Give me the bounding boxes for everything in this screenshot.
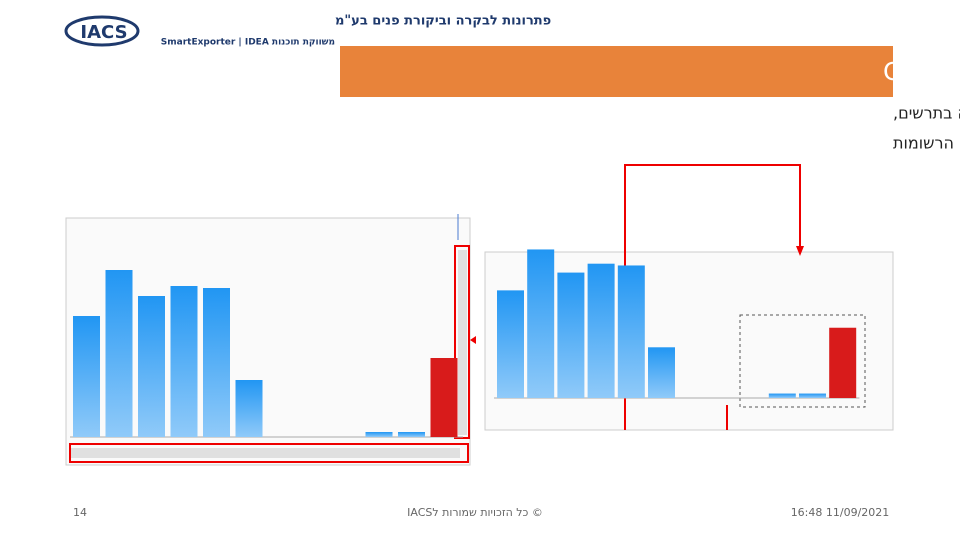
zoom-box: [739, 314, 866, 408]
company: פתרונות לבקרה וביקורת פנים בע"מ: [335, 14, 551, 29]
logo: IACS: [80, 22, 127, 43]
copyright: © כל הזכויות שמורות לIACS: [407, 506, 543, 519]
bar: [73, 316, 100, 437]
bar: [203, 288, 230, 437]
bar: [365, 432, 393, 437]
scrollbar: [70, 448, 460, 458]
bar: [138, 296, 165, 437]
bar: [829, 327, 857, 398]
bar: [398, 432, 425, 437]
bar: [105, 270, 133, 437]
bar: [557, 272, 585, 398]
bar: [170, 286, 198, 437]
bar: [587, 263, 615, 398]
arrow-head: [796, 246, 804, 256]
bar: [430, 358, 458, 437]
highlight-box: [69, 443, 469, 463]
body-line: בצע Zoom in על הנתונים דרך כלי Discover …: [893, 104, 960, 123]
title-bar: [340, 46, 893, 97]
title: חידוש בגרסה 10.3 - Chart Zooming: [883, 57, 960, 86]
arrow-head: [470, 336, 476, 344]
body-line: להצגת פרטי הרשומות: [893, 134, 960, 153]
date: 16:48 11/09/2021: [791, 506, 890, 519]
highlight-box: [454, 245, 470, 439]
bar: [497, 290, 524, 398]
bar: [617, 265, 645, 398]
page-number: 14: [73, 506, 87, 519]
bar: [768, 393, 796, 398]
logo-ring: [64, 15, 140, 47]
tagline: SmartExporter | IDEA משווקת תוכנות: [161, 38, 335, 48]
bar: [235, 380, 263, 437]
bar: [799, 393, 826, 398]
bar: [527, 249, 555, 398]
scrollbar: [458, 250, 467, 435]
chart-frame: [65, 217, 471, 466]
bar: [648, 347, 675, 398]
